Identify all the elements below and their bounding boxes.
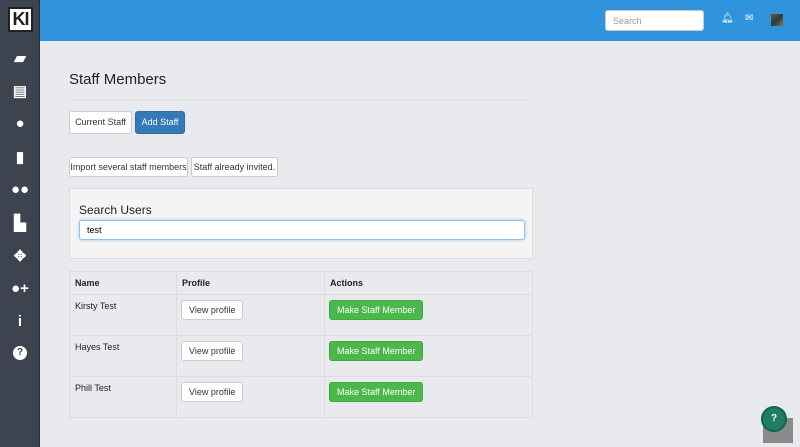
table-row: Hayes Test View profile Make Staff Membe… (69, 335, 533, 377)
user-name: Kirsty Test (69, 294, 177, 336)
page-title: Staff Members (69, 71, 167, 88)
table-row: Phill Test View profile Make Staff Membe… (69, 376, 533, 418)
book-icon[interactable]: ▰ (14, 50, 26, 67)
staff-invited-button[interactable]: Staff already invited. (191, 157, 278, 177)
divider (69, 99, 533, 100)
avatar[interactable] (771, 14, 783, 26)
industry-icon[interactable]: ▙ (14, 215, 26, 232)
search-users-input[interactable] (79, 220, 525, 240)
view-profile-button[interactable]: View profile (181, 300, 244, 320)
import-staff-button[interactable]: Import several staff members (69, 157, 188, 177)
top-bar: 🔔︎ ✉ (40, 0, 800, 41)
search-label: Search Users (79, 203, 152, 217)
make-staff-member-button[interactable]: Make Staff Member (329, 341, 424, 361)
newspaper-icon[interactable]: ▤ (12, 83, 28, 100)
crosshairs-icon[interactable]: ✥ (13, 248, 27, 265)
view-profile-button[interactable]: View profile (181, 341, 244, 361)
info-icon[interactable]: i (17, 313, 23, 330)
id-badge-icon[interactable]: ▮ (15, 149, 25, 166)
user-icon[interactable]: ● (15, 115, 25, 132)
users-icon[interactable]: ●● (10, 181, 30, 198)
table-row: Kirsty Test View profile Make Staff Memb… (69, 294, 533, 336)
bell-icon[interactable]: 🔔︎ (721, 13, 734, 24)
make-staff-member-button[interactable]: Make Staff Member (329, 300, 424, 320)
search-panel: Search Users (69, 188, 533, 259)
question-circle-icon[interactable]: ? (13, 346, 27, 360)
user-name: Phill Test (69, 376, 177, 418)
user-name: Hayes Test (69, 335, 177, 377)
top-search-input[interactable] (605, 10, 704, 31)
tab-current-staff[interactable]: Current Staff (69, 111, 132, 134)
help-chat-button[interactable]: ? (761, 406, 787, 432)
header-name: Name (69, 271, 177, 295)
users-table: Name Profile Actions Kirsty Test View pr… (69, 271, 533, 418)
help-icon: ? (770, 413, 778, 424)
user-plus-icon[interactable]: ●+ (11, 280, 29, 297)
header-profile: Profile (176, 271, 325, 295)
tab-add-staff[interactable]: Add Staff (135, 111, 185, 134)
sidebar: KI ▰ ▤ ● ▮ ●● ▙ ✥ ●+ i? (0, 0, 40, 447)
view-profile-button[interactable]: View profile (181, 382, 244, 402)
envelope-icon[interactable]: ✉ (745, 13, 754, 24)
make-staff-member-button[interactable]: Make Staff Member (329, 382, 424, 402)
logo[interactable]: KI (8, 7, 33, 32)
header-actions: Actions (324, 271, 533, 295)
